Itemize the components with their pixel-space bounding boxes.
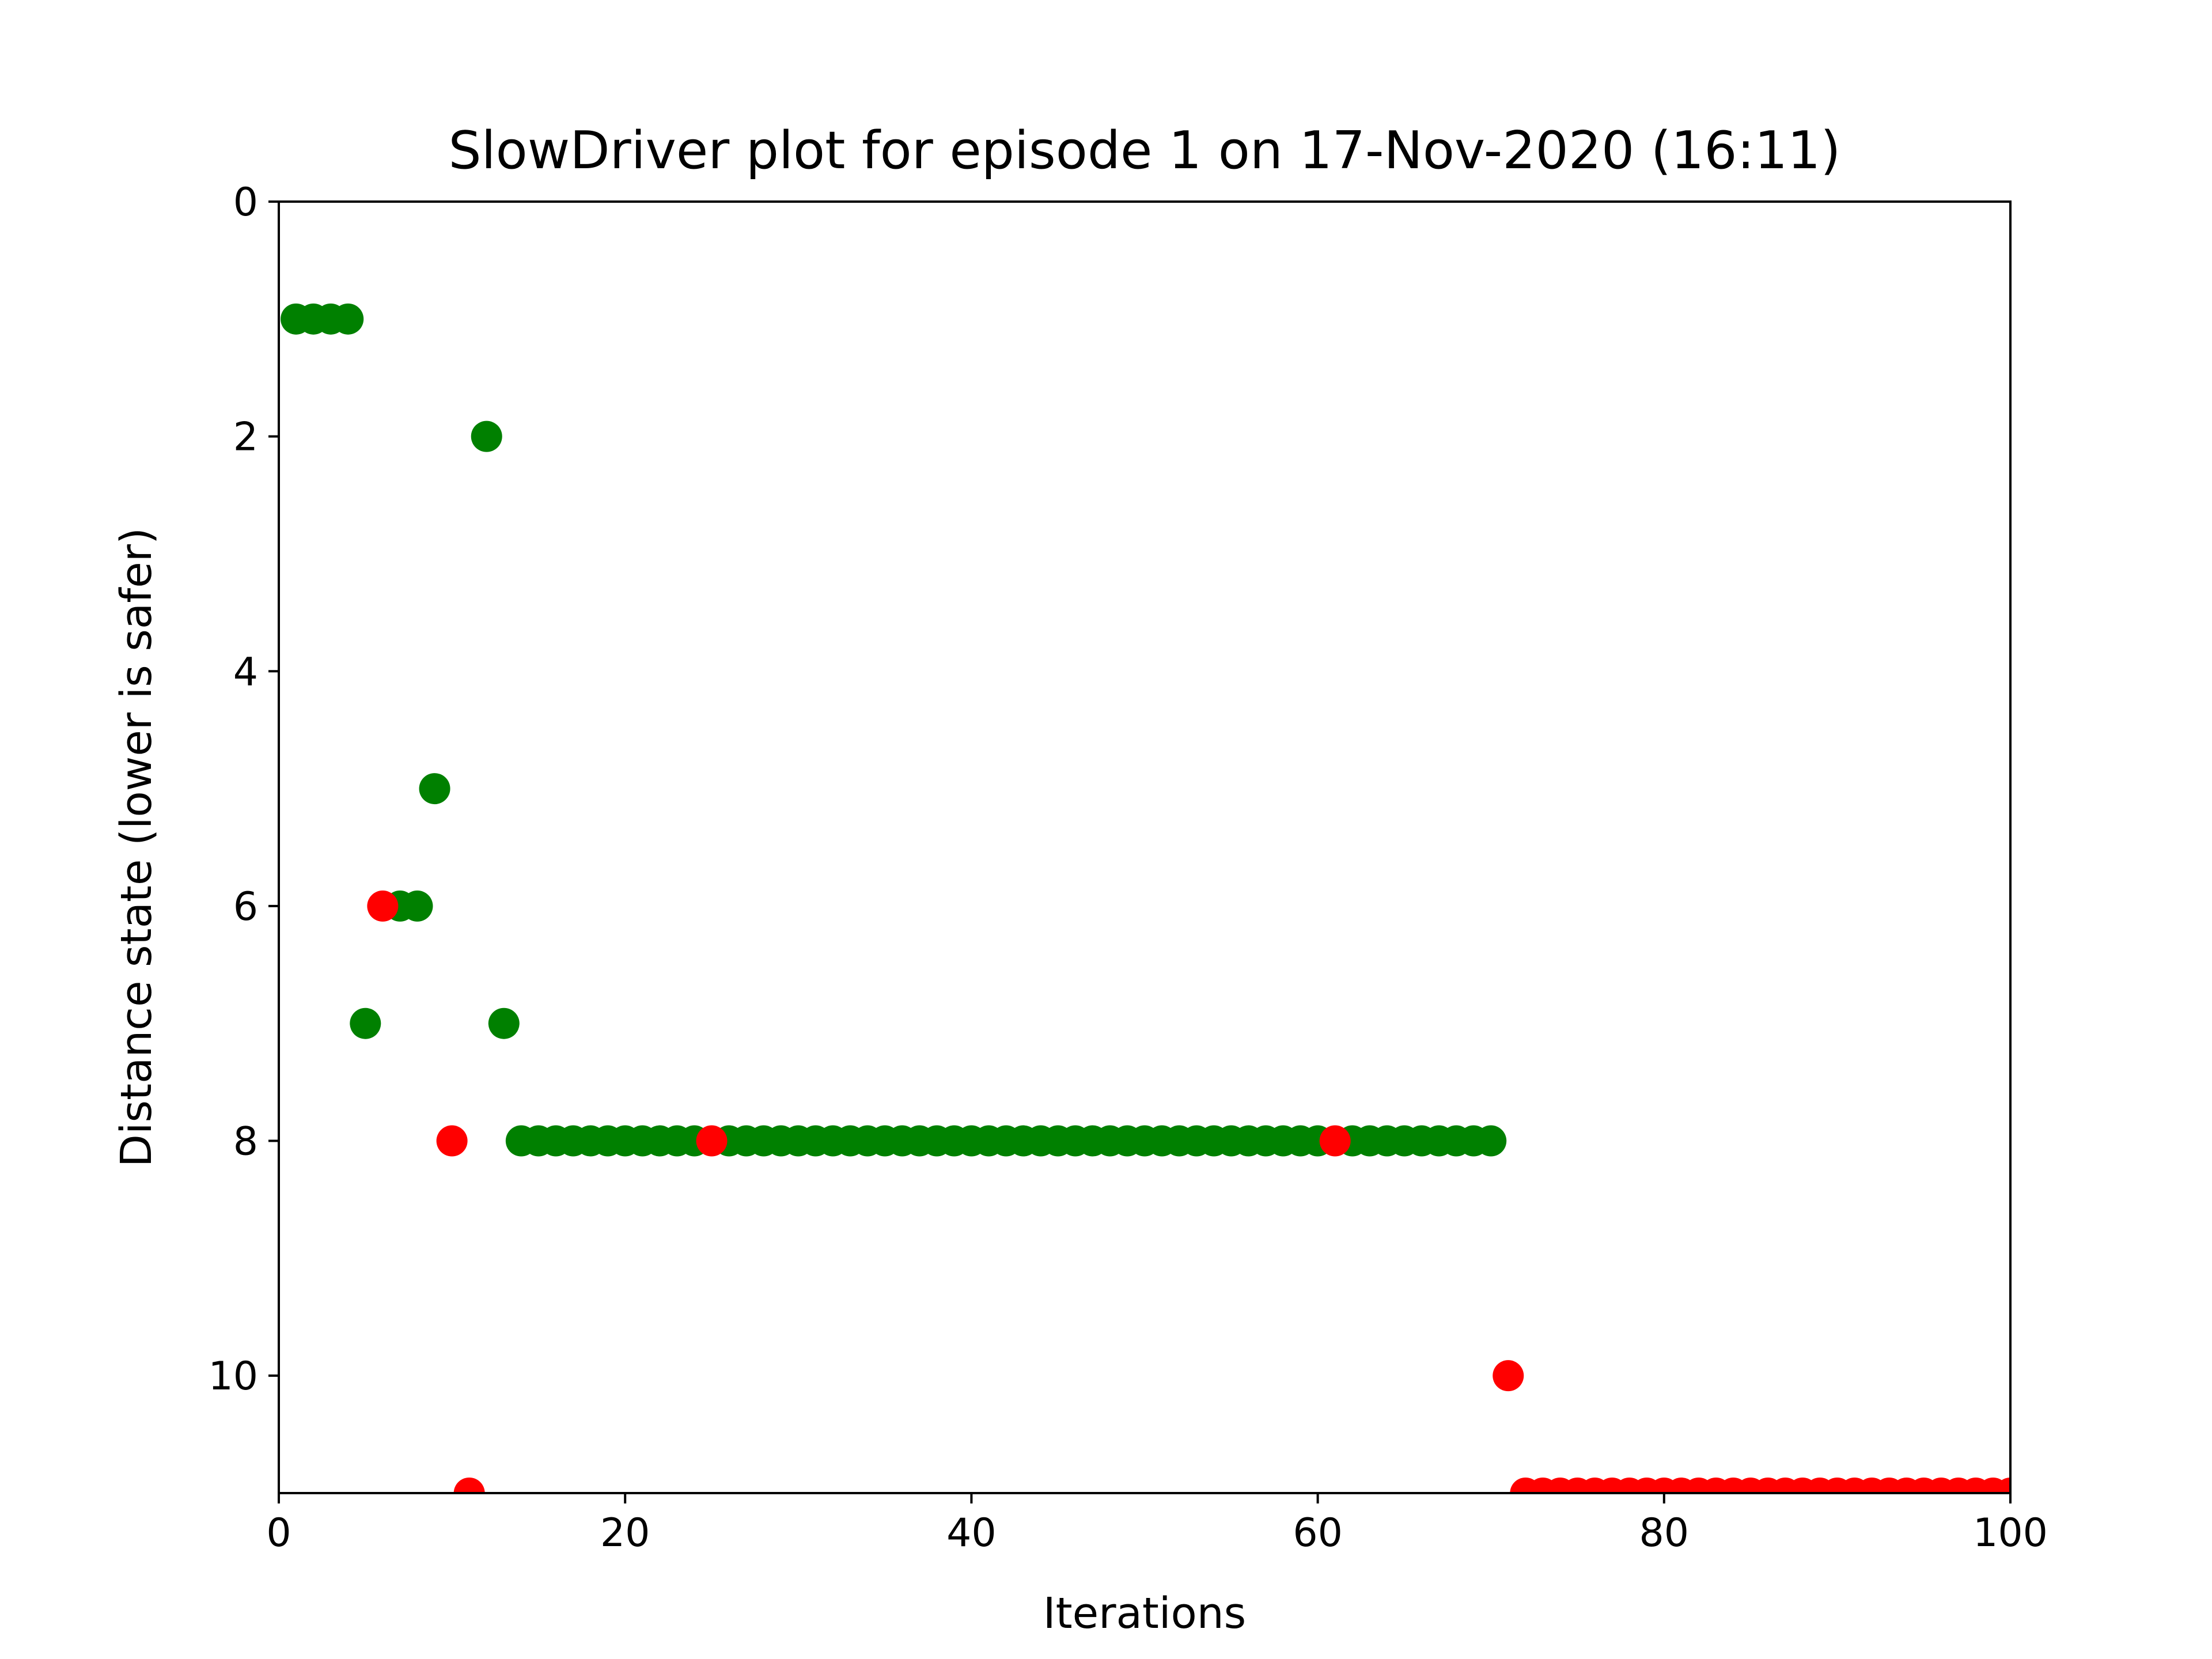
data-point bbox=[1475, 1125, 1507, 1157]
data-point bbox=[332, 303, 364, 335]
y-tick-label: 2 bbox=[233, 415, 258, 460]
data-point bbox=[1319, 1125, 1351, 1157]
y-tick-label: 4 bbox=[233, 649, 258, 695]
data-point bbox=[419, 773, 450, 805]
data-point bbox=[350, 1007, 381, 1039]
x-tick-label: 80 bbox=[1639, 1510, 1690, 1556]
y-tick-label: 6 bbox=[233, 884, 258, 930]
data-point bbox=[471, 421, 502, 452]
data-point bbox=[436, 1125, 468, 1157]
chart-title: SlowDriver plot for episode 1 on 17-Nov-… bbox=[449, 120, 1841, 181]
x-tick-label: 20 bbox=[600, 1510, 650, 1556]
x-tick-label: 0 bbox=[266, 1510, 291, 1556]
data-point bbox=[402, 890, 433, 922]
data-point bbox=[696, 1125, 728, 1157]
data-point bbox=[453, 1478, 485, 1493]
y-tick-label: 8 bbox=[233, 1119, 258, 1165]
y-axis-label: Distance state (lower is safer) bbox=[112, 528, 161, 1167]
x-axis-label: Iterations bbox=[1043, 1589, 1246, 1638]
y-tick-label: 0 bbox=[233, 180, 258, 225]
x-axis-ticks: 0 20 40 60 80 100 bbox=[266, 1493, 2048, 1556]
data-point bbox=[1493, 1360, 1524, 1392]
data-markers bbox=[281, 303, 2010, 1493]
x-tick-label: 100 bbox=[1973, 1510, 2048, 1556]
data-point bbox=[488, 1007, 520, 1039]
x-tick-label: 60 bbox=[1293, 1510, 1343, 1556]
data-point bbox=[1995, 1478, 2010, 1493]
x-tick-label: 40 bbox=[946, 1510, 997, 1556]
y-tick-label: 10 bbox=[208, 1354, 258, 1399]
y-axis-ticks: 0 2 4 6 8 10 bbox=[208, 180, 279, 1399]
data-point bbox=[367, 890, 399, 922]
plot-frame bbox=[278, 200, 2012, 1494]
